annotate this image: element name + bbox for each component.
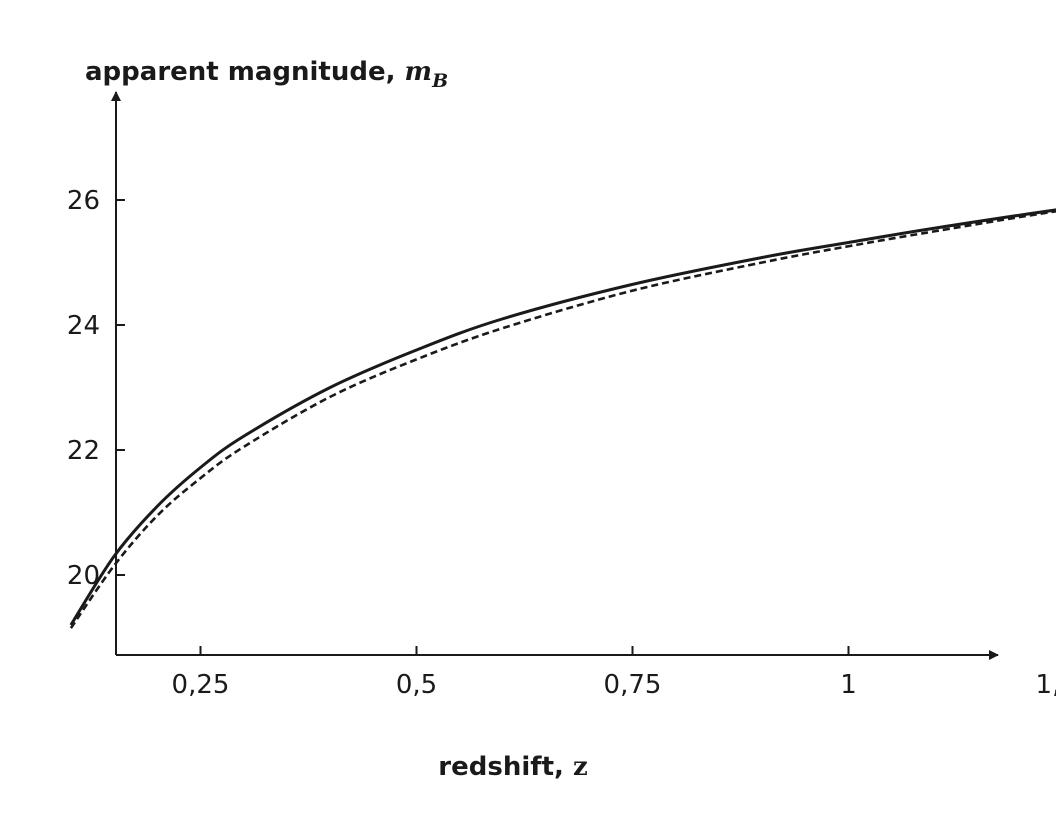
- x-tick-label: 1,25: [1036, 670, 1056, 700]
- y-tick-label: 22: [67, 436, 100, 466]
- x-axis-title: redshift, z: [438, 752, 587, 782]
- y-axis-title-text: apparent magnitude,: [85, 57, 405, 87]
- y-tick-label: 26: [67, 186, 100, 216]
- x-tick-label: 0,25: [172, 670, 230, 700]
- x-tick-label: 1: [840, 670, 857, 700]
- y-axis-title-symbol: m: [405, 57, 433, 87]
- series-line-solid: [69, 208, 1056, 626]
- x-axis-title-text: redshift,: [438, 752, 573, 782]
- y-tick-label: 24: [67, 311, 100, 341]
- x-tick-label: 0,75: [604, 670, 662, 700]
- svg-text:redshift, z: redshift, z: [438, 752, 587, 782]
- y-axis-title-subscript: B: [431, 70, 448, 92]
- x-axis-title-symbol: z: [573, 752, 588, 782]
- series-group: [69, 208, 1056, 629]
- y-axis-title: apparent magnitude, mB: [85, 57, 448, 92]
- series-line-dashed: [69, 209, 1056, 629]
- svg-text:apparent magnitude, mB: apparent magnitude, mB: [85, 57, 448, 92]
- x-tick-label: 0,5: [396, 670, 437, 700]
